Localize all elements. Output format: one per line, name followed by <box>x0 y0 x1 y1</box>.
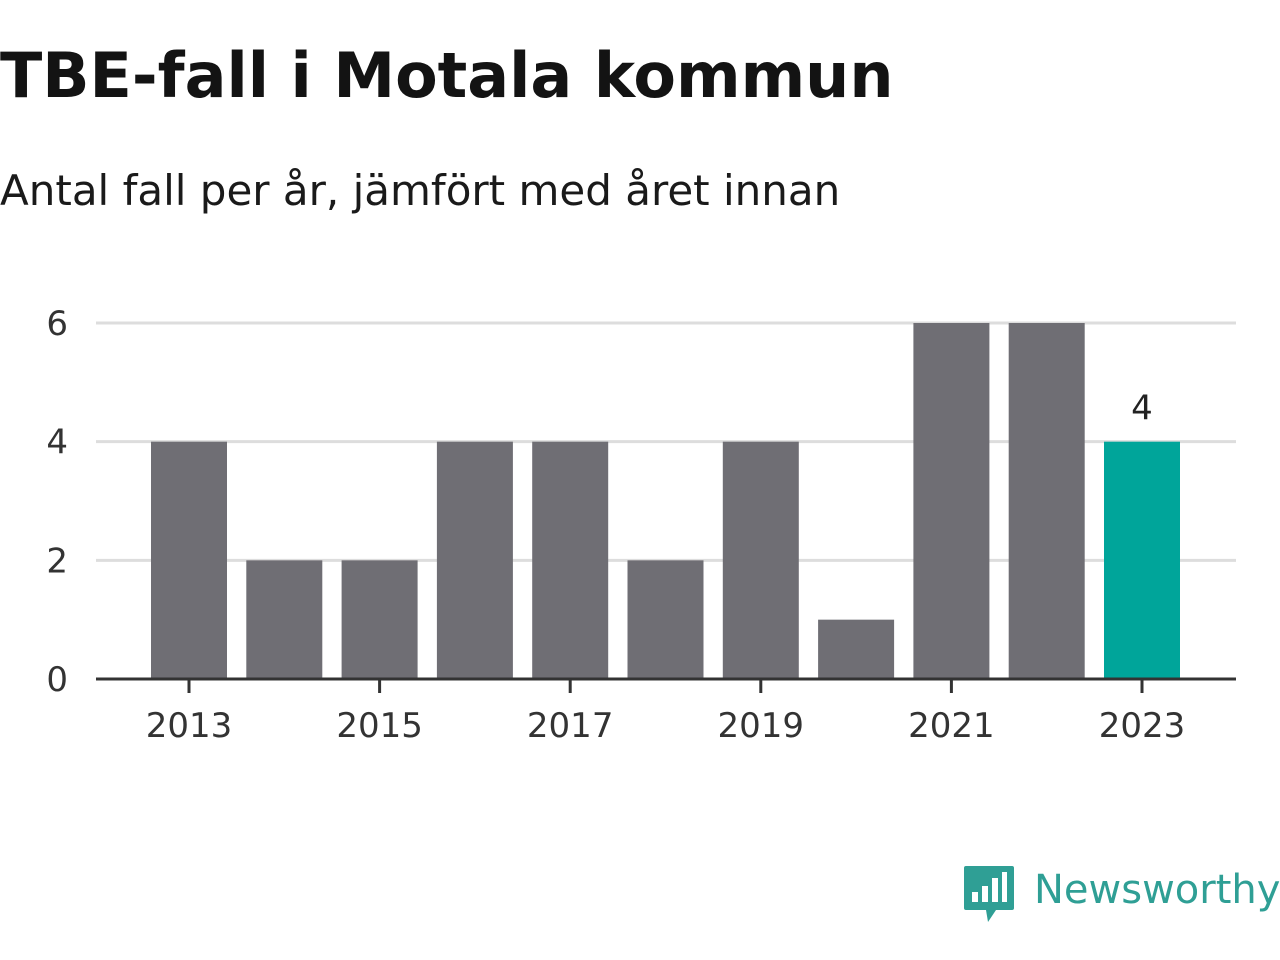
bar-2021 <box>913 323 990 679</box>
newsworthy-logo-icon <box>964 866 1014 922</box>
y-tick-label: 6 <box>46 304 68 344</box>
x-tick-label: 2013 <box>146 706 233 746</box>
bar-2017 <box>532 441 609 679</box>
chart-subtitle: Antal fall per år, jämfört med året inna… <box>0 166 841 215</box>
x-tick-label: 2017 <box>527 706 614 746</box>
bar-2022 <box>1008 323 1085 679</box>
bars <box>151 323 1180 679</box>
x-axis-labels: 2013 2015 2017 2019 2021 2023 <box>146 706 1186 746</box>
bar-2019 <box>722 441 799 679</box>
x-tick-label: 2021 <box>908 706 995 746</box>
y-tick-label: 0 <box>46 660 68 700</box>
x-tick-label: 2023 <box>1099 706 1186 746</box>
data-labels: 4 <box>1131 389 1153 429</box>
bar-chart: 0 2 4 6 2013 2015 2017 2019 2021 2023 4 <box>46 304 1236 746</box>
bar-2018 <box>627 560 704 679</box>
bar-2014 <box>246 560 323 679</box>
data-label-2023: 4 <box>1131 389 1153 429</box>
bar-2023 <box>1104 441 1180 679</box>
bar-2013 <box>151 441 227 679</box>
bar-2020 <box>818 619 895 679</box>
y-axis-labels: 0 2 4 6 <box>46 304 68 700</box>
x-axis <box>96 677 1236 693</box>
y-tick-label: 2 <box>46 541 68 581</box>
y-tick-label: 4 <box>46 423 68 463</box>
bar-2015 <box>341 560 418 679</box>
chart-title: TBE-fall i Motala kommun <box>0 39 894 112</box>
newsworthy-logo: Newsworthy <box>962 862 1280 928</box>
brand-name: Newsworthy <box>1034 867 1280 913</box>
x-tick-label: 2015 <box>336 706 423 746</box>
bar-2016 <box>436 441 513 679</box>
x-tick-label: 2019 <box>718 706 805 746</box>
